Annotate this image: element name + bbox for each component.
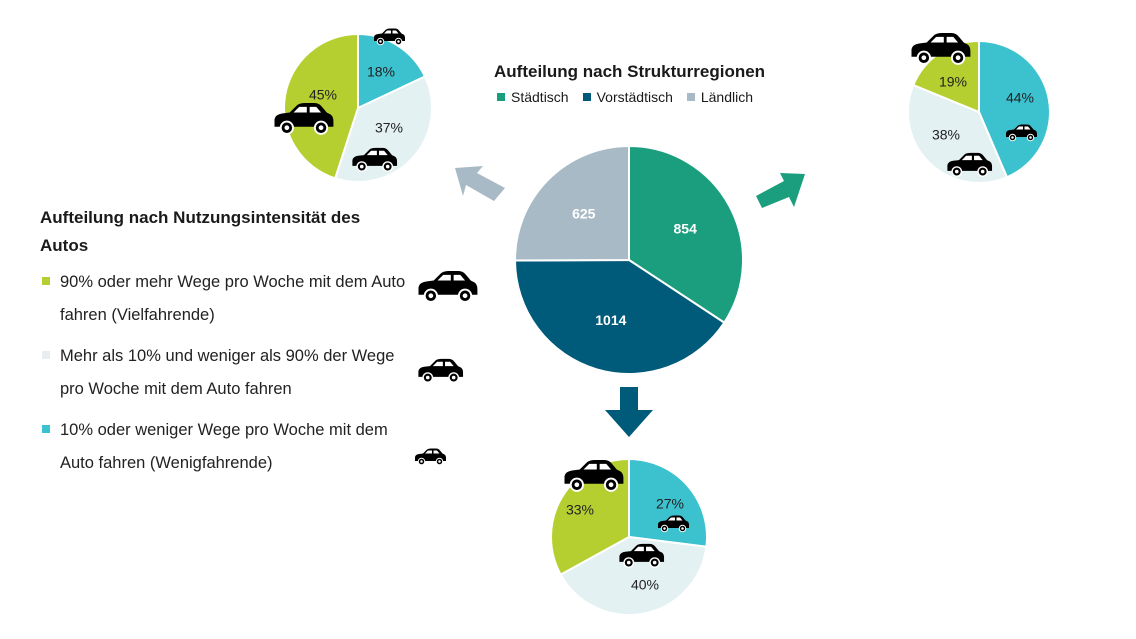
data-label-vorstaedtisch-mittel: 40%	[631, 577, 659, 593]
usage-label-wenigfahrende: 10% oder weniger Wege pro Woche mit dem …	[60, 421, 388, 472]
arrow-up-left-icon	[455, 166, 505, 201]
arrow-down-icon	[605, 387, 653, 437]
data-label-staedtisch-wenigfahrende: 44%	[1006, 90, 1034, 106]
data-label-vorstaedtisch-wenigfahrende: 27%	[656, 496, 684, 512]
data-label-vorstaedtisch-vielfahrende: 33%	[566, 502, 594, 518]
legend-swatch-vorstaedtisch	[582, 93, 591, 101]
legend-label-vorstaedtisch: Vorstädtisch	[596, 89, 673, 105]
legend-swatch-laendlich	[686, 93, 695, 101]
pie-slice-center-vorstädtisch	[513, 258, 726, 375]
data-label-staedtisch-vielfahrende: 19%	[939, 74, 967, 90]
data-label-center-ländlich: 625	[572, 206, 596, 222]
car-large-icon	[417, 270, 479, 303]
usage-legend-title: Aufteilung nach Nutzungsintensität des A…	[40, 208, 361, 255]
data-label-laendlich-vielfahrende: 45%	[309, 87, 337, 103]
usage-label-vielfahrende: 90% oder mehr Wege pro Woche mit dem Aut…	[60, 273, 406, 324]
legend-swatch-staedtisch	[497, 93, 505, 101]
usage-item-wenigfahrende: 10% oder weniger Wege pro Woche mit dem …	[40, 414, 420, 480]
data-label-laendlich-mittel: 37%	[375, 120, 403, 136]
data-label-center-vorstädtisch: 1014	[595, 312, 626, 328]
structure-title: Aufteilung nach Strukturregionen	[494, 62, 766, 81]
legend-item-staedtisch: Städtisch	[497, 89, 569, 105]
usage-label-mittel: Mehr als 10% und weniger als 90% der Weg…	[60, 347, 395, 398]
pie-slice-laendlich-mittel	[333, 75, 433, 183]
data-label-staedtisch-mittel: 38%	[932, 127, 960, 143]
pie-slice-center-ländlich	[514, 144, 630, 262]
structure-legend: Städtisch Vorstädtisch Ländlich	[497, 89, 753, 105]
pie-slice-laendlich-wenigfahrende	[357, 32, 427, 110]
pie-center: 854 1014 625	[513, 144, 744, 375]
usage-legend: Aufteilung nach Nutzungsintensität des A…	[40, 204, 420, 488]
pie-slice-staedtisch-wenigfahrende	[978, 39, 1051, 179]
legend-label-laendlich: Ländlich	[700, 89, 754, 105]
arrow-right-icon	[756, 173, 805, 208]
usage-item-mittel: Mehr als 10% und weniger als 90% der Weg…	[40, 340, 420, 406]
usage-item-vielfahrende: 90% oder mehr Wege pro Woche mit dem Aut…	[40, 266, 420, 332]
legend-label-staedtisch: Städtisch	[511, 89, 569, 105]
data-label-laendlich-wenigfahrende: 18%	[367, 64, 395, 80]
usage-swatch-mittel	[42, 351, 50, 359]
legend-item-laendlich: Ländlich	[686, 89, 754, 105]
legend-item-vorstaedtisch: Vorstädtisch	[582, 89, 673, 105]
usage-swatch-wenigfahrende	[42, 425, 50, 433]
data-label-center-städtisch: 854	[674, 220, 698, 236]
usage-swatch-vielfahrende	[42, 277, 50, 285]
pie-slice-vorstaedtisch-mittel	[559, 535, 708, 616]
car-medium-icon	[417, 358, 464, 383]
